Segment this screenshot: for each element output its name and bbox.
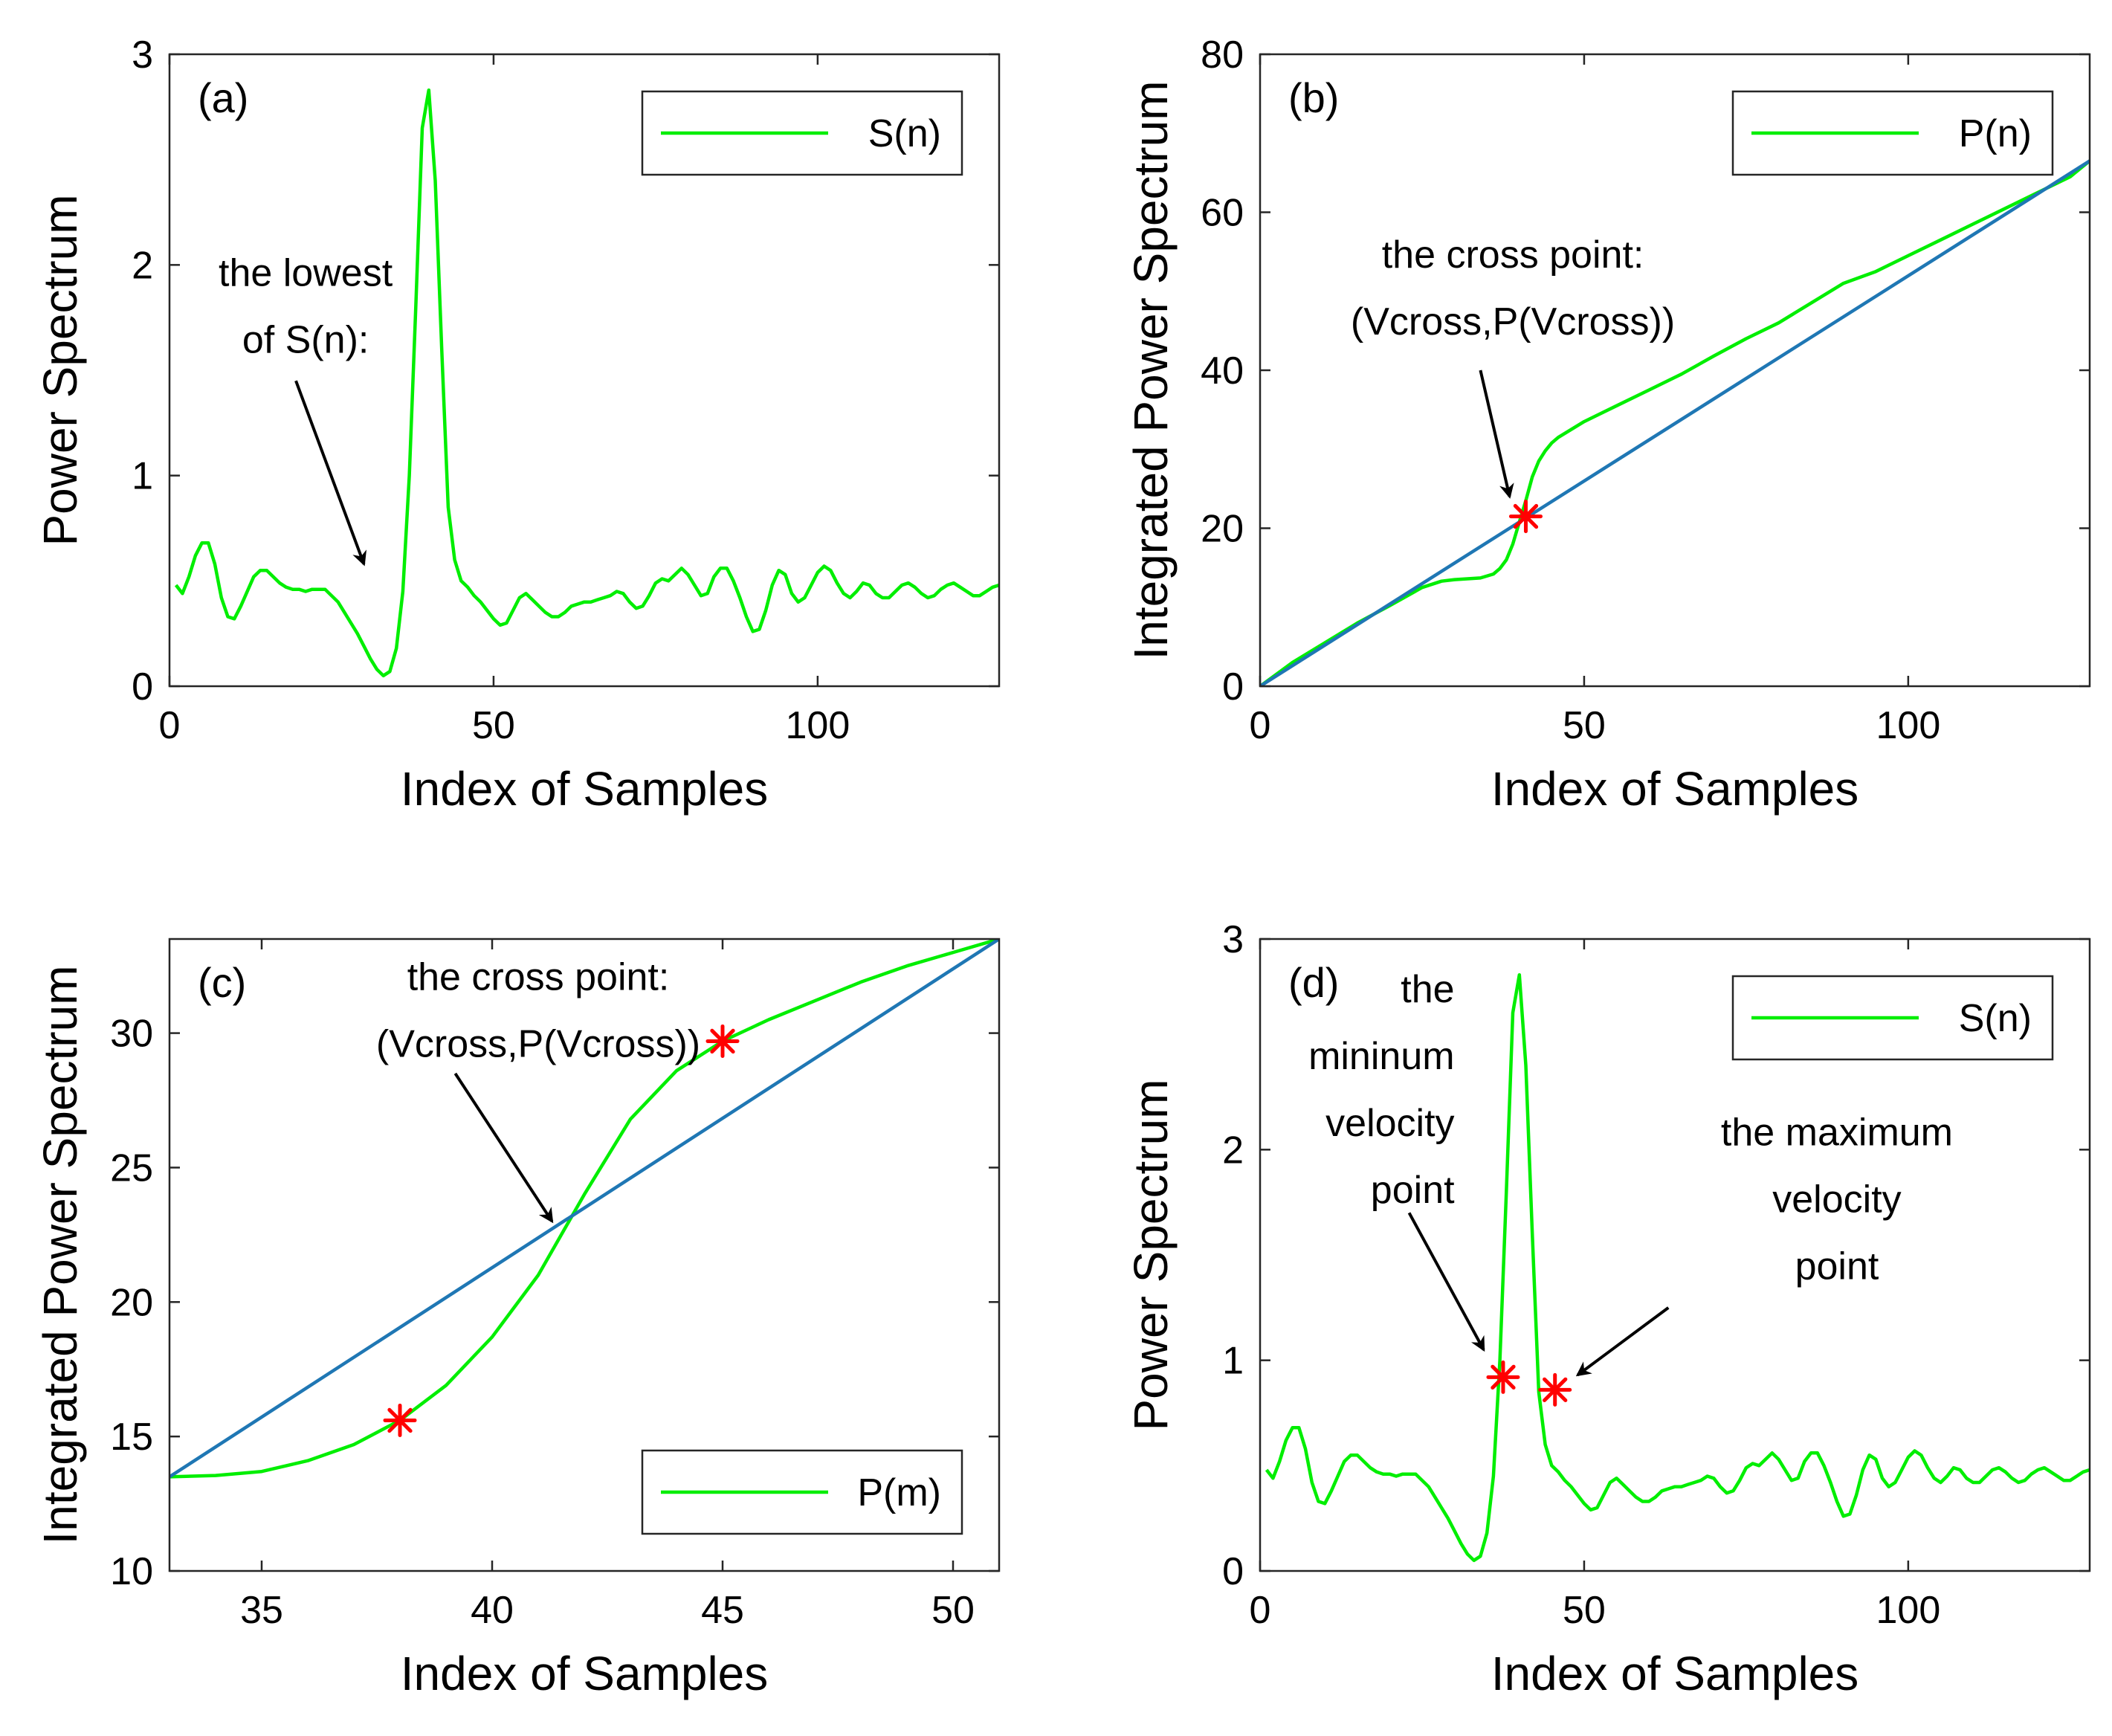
x-tick-label-a-1: 50 bbox=[472, 704, 515, 747]
legend-c: P(m) bbox=[641, 1449, 963, 1535]
annotation-text-d-0-0: the bbox=[1401, 968, 1454, 1011]
y-tick-label-b-3: 60 bbox=[1201, 192, 1244, 235]
chart-panel-a: 0 50 100 0 1 2 3 Index of Samples Power Spectrum… bbox=[33, 33, 1001, 816]
x-tick-label-d-0: 0 bbox=[1250, 1589, 1271, 1632]
x-tick-label-c-1: 40 bbox=[471, 1589, 514, 1632]
series-line-c-1 bbox=[169, 939, 999, 1479]
y-tick-label-c-3: 25 bbox=[110, 1146, 153, 1190]
data-marker-b-0 bbox=[1508, 500, 1543, 534]
annotation-arrow-d-0 bbox=[1407, 1212, 1485, 1352]
y-tick-label-c-4: 30 bbox=[110, 1013, 153, 1056]
panel-label-d: (d) bbox=[1288, 959, 1339, 1006]
annotation-arrow-d-1 bbox=[1575, 1306, 1670, 1377]
y-axis-label-d: Power Spectrum bbox=[1124, 1079, 1178, 1430]
legend-label-a-0: S(n) bbox=[868, 112, 941, 155]
x-axis-label-d: Index of Samples bbox=[1491, 1647, 1859, 1700]
annotation-text-d-0-1: mininum bbox=[1308, 1035, 1455, 1078]
data-marker-d-1 bbox=[1538, 1372, 1572, 1407]
axes-box-d bbox=[1259, 938, 2091, 1572]
series-line-b-0 bbox=[1260, 159, 2090, 686]
x-tick-label-b-2: 100 bbox=[1876, 704, 1940, 747]
x-axis-label-c: Index of Samples bbox=[401, 1647, 769, 1700]
x-tick-label-b-0: 0 bbox=[1250, 704, 1271, 747]
x-tick-label-a-0: 0 bbox=[159, 704, 181, 747]
x-tick-label-d-1: 50 bbox=[1563, 1589, 1606, 1632]
series-line-d-0 bbox=[1265, 972, 2090, 1563]
y-tick-label-d-0: 0 bbox=[1222, 1550, 1244, 1593]
y-tick-label-d-2: 2 bbox=[1222, 1129, 1244, 1172]
x-axis-label-a: Index of Samples bbox=[401, 762, 769, 816]
panel-label-a: (a) bbox=[198, 74, 248, 121]
annotation-text-b-0-0: the cross point: bbox=[1382, 233, 1644, 277]
annotation-text-d-0-3: point bbox=[1371, 1169, 1455, 1212]
annotation-arrow-a-0 bbox=[294, 380, 367, 567]
axes-box-c bbox=[168, 938, 1001, 1572]
panel-label-b: (b) bbox=[1288, 74, 1339, 121]
x-tick-label-c-3: 50 bbox=[931, 1589, 975, 1632]
y-axis-label-c: Integrated Power Spectrum bbox=[33, 965, 87, 1544]
annotation-text-a-0-0: the lowest bbox=[219, 252, 393, 295]
annotation-text-c-0-1: (Vcross,P(Vcross)) bbox=[376, 1023, 700, 1066]
x-tick-label-a-2: 100 bbox=[785, 704, 850, 747]
legend-label-b-0: P(n) bbox=[1959, 112, 2032, 155]
chart-panel-b: 0 50 100 0 20 40 60 80 Index of Samples Integrate… bbox=[1124, 33, 2091, 816]
y-tick-label-b-0: 0 bbox=[1222, 665, 1244, 709]
annotation-text-d-1-2: point bbox=[1795, 1245, 1879, 1288]
chart-panel-c: 35 40 45 50 10 15 20 25 30 Index of Samples Integr… bbox=[33, 938, 1001, 1700]
x-tick-label-c-2: 45 bbox=[701, 1589, 744, 1632]
y-tick-label-d-1: 1 bbox=[1222, 1340, 1244, 1383]
y-tick-label-c-2: 20 bbox=[110, 1281, 153, 1324]
y-tick-label-c-0: 10 bbox=[110, 1550, 153, 1593]
y-tick-label-c-1: 15 bbox=[110, 1416, 153, 1459]
data-marker-c-0 bbox=[383, 1403, 417, 1437]
annotation-text-d-1-1: velocity bbox=[1772, 1178, 1901, 1222]
y-tick-label-a-3: 3 bbox=[132, 33, 153, 77]
x-tick-label-c-0: 35 bbox=[240, 1589, 283, 1632]
legend-label-d-0: S(n) bbox=[1959, 997, 2032, 1040]
legend-b: P(n) bbox=[1731, 90, 2054, 176]
series-line-b-1 bbox=[1260, 159, 2090, 686]
y-tick-label-a-1: 1 bbox=[132, 455, 153, 498]
x-tick-label-d-2: 100 bbox=[1876, 1589, 1940, 1632]
data-marker-d-0 bbox=[1486, 1360, 1520, 1394]
y-tick-label-d-3: 3 bbox=[1222, 918, 1244, 961]
y-tick-label-b-2: 40 bbox=[1201, 349, 1244, 393]
y-tick-label-a-0: 0 bbox=[132, 665, 153, 709]
legend-a: S(n) bbox=[641, 90, 963, 176]
panel-label-c: (c) bbox=[198, 959, 246, 1006]
chart-panel-d: 0 50 100 0 1 2 3 Index of Samples Power Spectrum… bbox=[1124, 918, 2091, 1700]
series-line-c-0 bbox=[169, 939, 999, 1479]
annotation-text-a-0-1: of S(n): bbox=[242, 319, 369, 362]
x-tick-label-b-1: 50 bbox=[1563, 704, 1606, 747]
y-axis-label-b: Integrated Power Spectrum bbox=[1124, 80, 1178, 659]
data-marker-c-1 bbox=[705, 1024, 740, 1058]
annotation-text-d-0-2: velocity bbox=[1325, 1102, 1454, 1145]
y-tick-label-b-4: 80 bbox=[1201, 33, 1244, 77]
annotation-arrow-c-0 bbox=[453, 1072, 554, 1224]
x-axis-label-b: Index of Samples bbox=[1491, 762, 1859, 816]
legend-d: S(n) bbox=[1731, 975, 2054, 1061]
series-line-a-0 bbox=[174, 88, 999, 678]
y-tick-label-a-2: 2 bbox=[132, 244, 153, 287]
annotation-text-b-0-1: (Vcross,P(Vcross)) bbox=[1351, 300, 1675, 343]
annotation-arrow-b-0 bbox=[1479, 370, 1514, 499]
annotation-text-d-1-0: the maximum bbox=[1721, 1111, 1953, 1155]
y-tick-label-b-1: 20 bbox=[1201, 508, 1244, 551]
y-axis-label-a: Power Spectrum bbox=[33, 194, 87, 546]
legend-label-c-0: P(m) bbox=[857, 1471, 941, 1514]
axes-box-a bbox=[168, 53, 1001, 688]
annotation-text-c-0-0: the cross point: bbox=[407, 956, 670, 999]
